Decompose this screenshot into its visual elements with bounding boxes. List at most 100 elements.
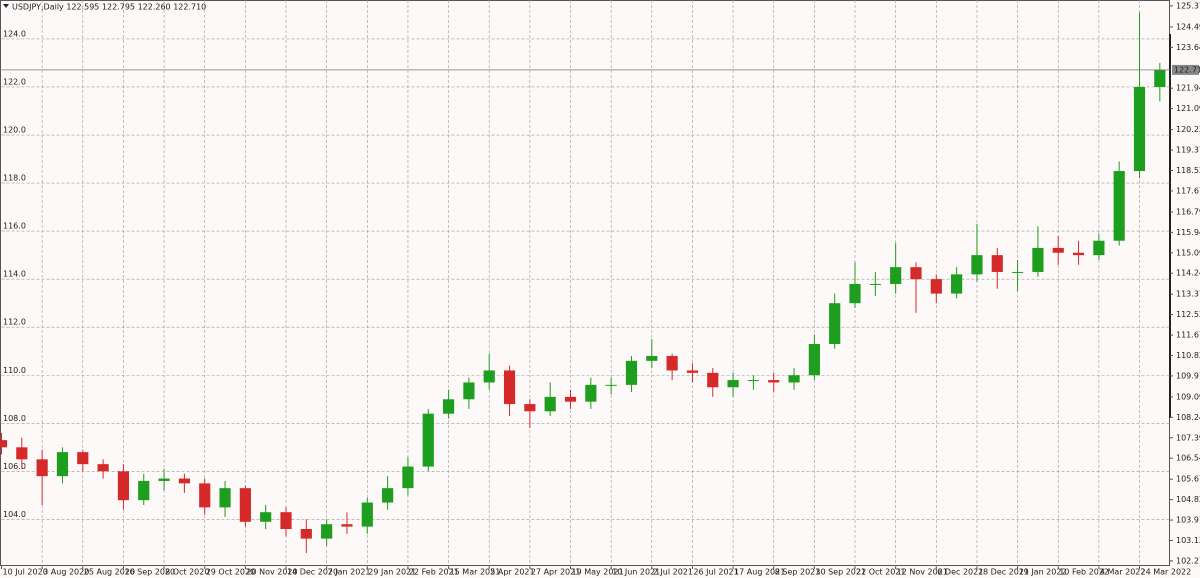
candle-body	[686, 370, 699, 373]
y-tick-label: 106.548	[1176, 454, 1200, 463]
candle-body	[524, 404, 536, 412]
candle-body	[951, 274, 963, 294]
y-tick-label: 116.798	[1176, 207, 1200, 216]
y-tick-label: 103.123	[1176, 536, 1200, 545]
grid-level-label: 104.0	[3, 510, 26, 519]
grid-level-label: 106.0	[3, 462, 26, 471]
y-tick-label: 118.523	[1176, 166, 1200, 175]
x-tick-label: 3 Aug 2020	[43, 568, 89, 577]
x-tick-label: 10 Jun 2021	[612, 568, 660, 577]
x-tick-label: 28 Dec 2021	[978, 568, 1029, 577]
candle-body	[808, 344, 820, 376]
x-tick-label: 6 Dec 2021	[937, 568, 983, 577]
candle-body	[991, 255, 1003, 272]
candle-body	[768, 380, 780, 383]
x-tick-label: 30 Sep 2021	[815, 568, 866, 577]
y-tick-label: 123.648	[1176, 43, 1200, 52]
candle-body	[36, 459, 48, 477]
candle-body	[707, 372, 719, 388]
y-tick-label: 117.673	[1176, 186, 1200, 195]
x-tick-label: 20 Nov 2020	[246, 568, 297, 577]
candle-body	[178, 478, 190, 484]
y-tick-label: 115.948	[1176, 228, 1200, 237]
candle-body	[402, 466, 414, 489]
y-tick-label: 119.373	[1176, 146, 1200, 155]
candle-body	[666, 356, 678, 371]
candle-body	[605, 384, 617, 386]
x-tick-label: 8 Sep 2021	[775, 568, 821, 577]
candle-body	[890, 267, 902, 284]
candle-body	[260, 512, 272, 522]
candle-body	[625, 360, 638, 385]
grid-level-label: 118.0	[3, 174, 26, 183]
y-tick-label: 125.373	[1176, 1, 1200, 10]
candle-body	[16, 447, 28, 460]
y-tick-label: 121.948	[1176, 84, 1200, 93]
candle-body	[1154, 69, 1166, 87]
candle-body	[422, 413, 434, 467]
y-tick-label: 103.973	[1176, 516, 1200, 525]
candle-body	[585, 384, 597, 402]
x-tick-label: 8 Oct 2020	[165, 568, 209, 577]
candle-body	[361, 502, 373, 527]
x-tick-label: 14 Dec 2020	[287, 568, 338, 577]
y-tick-label: 124.498	[1176, 22, 1200, 31]
y-tick-label: 109.973	[1176, 371, 1200, 380]
grid-level-label: 108.0	[3, 414, 26, 423]
y-tick-label: 108.248	[1176, 413, 1200, 422]
candle-body	[1032, 247, 1044, 272]
candle-body	[117, 471, 130, 501]
candle-body	[727, 380, 739, 388]
x-tick-label: 19 May 2021	[572, 568, 624, 577]
candle-body	[239, 488, 251, 522]
y-tick-label: 112.523	[1176, 310, 1200, 319]
chart-title: USDJPY,Daily 122.595 122.795 122.260 122…	[12, 3, 206, 12]
x-tick-label: 22 Oct 2021	[856, 568, 905, 577]
grid-level-label: 122.0	[3, 77, 26, 86]
grid-level-label: 120.0	[3, 126, 26, 135]
candle-body	[1093, 240, 1105, 256]
candle-body	[930, 279, 942, 294]
candle-body	[199, 483, 211, 508]
x-tick-label: 4 Mar 2022	[1100, 568, 1146, 577]
grid-level-label: 110.0	[3, 366, 26, 375]
current-price-box	[1172, 64, 1199, 75]
y-tick-label: 113.373	[1176, 290, 1200, 299]
candle-body	[300, 529, 312, 539]
candle-body	[341, 524, 353, 527]
candle-body	[747, 380, 759, 382]
candle-body	[0, 440, 8, 448]
candle-body	[564, 396, 577, 402]
x-tick-label: 16 Sep 2020	[124, 568, 175, 577]
y-tick-label: 109.098	[1176, 392, 1200, 401]
candle-body	[849, 283, 861, 304]
x-tick-label: 29 Jan 2021	[368, 568, 416, 577]
candle-body	[829, 303, 841, 345]
x-tick-label: 19 Jan 2022	[1019, 568, 1067, 577]
x-tick-label: 5 Apr 2021	[490, 568, 534, 577]
candle-body	[503, 370, 516, 405]
x-tick-label: 10 Jul 2020	[3, 568, 48, 577]
y-tick-label: 110.823	[1176, 351, 1200, 360]
y-tick-label: 121.098	[1176, 104, 1200, 113]
x-tick-label: 7 Jan 2021	[328, 568, 371, 577]
candle-body	[219, 488, 231, 508]
candle-body	[138, 480, 150, 501]
grid-level-label: 112.0	[3, 318, 26, 327]
candle-body	[1052, 247, 1064, 253]
candle-body	[971, 255, 983, 275]
x-tick-label: 2 Jul 2021	[653, 568, 693, 577]
candle-body	[869, 283, 881, 285]
menu-arrow	[3, 4, 9, 8]
x-tick-label: 12 Nov 2021	[897, 568, 948, 577]
y-tick-label: 114.248	[1176, 269, 1200, 278]
candle-body	[463, 382, 475, 400]
x-tick-label: 27 Apr 2021	[531, 568, 580, 577]
candle-body	[280, 512, 292, 530]
candle-body	[910, 267, 922, 280]
candle-body	[788, 375, 800, 383]
candle-body	[1072, 252, 1085, 256]
x-tick-label: 15 Mar 2021	[450, 568, 501, 577]
candle-body	[97, 464, 109, 472]
